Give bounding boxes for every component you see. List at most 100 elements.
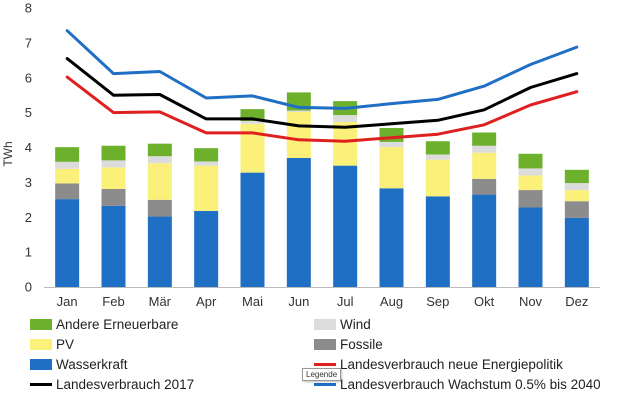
bar-segment-andere-erneuerbare xyxy=(472,132,497,146)
chart: TWh 0 1 2 3 4 5 6 7 8 Jan Feb Mär Apr Mai Jun Jul Aug Se… xyxy=(1,1,600,309)
legend-label: Landesverbrauch neue Energiepolitik xyxy=(340,356,563,372)
bar-segment-wasserkraft xyxy=(379,188,404,287)
x-tick-label: Feb xyxy=(102,294,124,309)
bar-segment-wind xyxy=(194,161,219,166)
bar-segment-wind xyxy=(55,161,80,169)
legend-label: PV xyxy=(56,336,75,352)
bar-segment-wasserkraft xyxy=(194,210,219,287)
bar-segment-pv xyxy=(101,167,126,190)
legend-item-wind: Wind xyxy=(314,316,371,332)
legend-item-neue-energiepolitik: Landesverbrauch neue Energiepolitik xyxy=(314,356,563,372)
bar-segment-wind xyxy=(333,115,358,123)
y-tick-label: 1 xyxy=(25,245,32,260)
x-tick-label: Okt xyxy=(474,294,495,309)
legend-item-2017: Landesverbrauch 2017 xyxy=(30,376,194,392)
y-tick-label: 5 xyxy=(25,105,32,120)
y-tick-label: 6 xyxy=(25,70,32,85)
x-tick-label: Jan xyxy=(57,294,78,309)
bar-segment-wind xyxy=(101,160,126,168)
y-tick-label: 2 xyxy=(25,210,32,225)
y-tick-label: 7 xyxy=(25,35,32,50)
bar-segment-fossile xyxy=(147,199,172,217)
legend-item-fossile: Fossile xyxy=(314,336,383,352)
bar-segment-wasserkraft xyxy=(333,165,358,287)
bar-segment-pv xyxy=(194,165,219,211)
legend-line-swatch xyxy=(314,362,336,366)
bar-segment-wasserkraft xyxy=(286,157,311,287)
legend-line-swatch xyxy=(314,382,336,386)
bar-segment-pv xyxy=(425,159,450,197)
bar-segment-andere-erneuerbare xyxy=(194,148,219,162)
bar-segment-wasserkraft xyxy=(101,205,126,287)
bar-segment-wind xyxy=(518,168,543,176)
x-tick-label: Dez xyxy=(565,294,588,309)
bar-segment-fossile xyxy=(472,178,497,195)
bar-segment-wind xyxy=(147,156,172,164)
series-line-landesverbrauch-neue-energiepolitik xyxy=(65,75,579,143)
bar-segment-pv xyxy=(518,175,543,191)
y-tick-label: 3 xyxy=(25,175,32,190)
bar-segment-pv xyxy=(55,168,80,184)
x-tick-label: Mär xyxy=(149,294,172,309)
bar-segment-wind xyxy=(425,154,450,160)
x-tick-label: Jul xyxy=(337,294,354,309)
legend-item-pv: PV xyxy=(30,336,74,352)
bar-segment-andere-erneuerbare xyxy=(55,147,80,162)
series-line-landesverbrauch-wachstum-0-5-bis-2040 xyxy=(65,29,579,110)
y-tick-label: 0 xyxy=(25,280,32,295)
legend: Andere Erneuerbare Wind PV Fossile Wasse… xyxy=(0,312,624,404)
bar-segment-fossile xyxy=(55,183,80,200)
bar-segment-pv xyxy=(147,163,172,200)
lines xyxy=(65,29,579,143)
bar-segment-pv xyxy=(286,111,311,158)
legend-item-wasserkraft: Wasserkraft xyxy=(30,356,128,372)
x-tick-label: Nov xyxy=(519,294,543,309)
bar-segment-andere-erneuerbare xyxy=(564,169,589,184)
x-tick-label: Aug xyxy=(380,294,403,309)
legend-tooltip: Legende xyxy=(302,368,342,381)
bar-segment-pv xyxy=(472,152,497,179)
bar-segment-fossile xyxy=(101,189,126,206)
legend-label: Landesverbrauch 2017 xyxy=(56,376,195,392)
bar-segment-fossile xyxy=(564,201,589,218)
bar-segment-wasserkraft xyxy=(55,199,80,287)
x-tick-label: Sep xyxy=(426,294,449,309)
bar-segment-andere-erneuerbare xyxy=(425,141,450,155)
x-tick-labels: Jan Feb Mär Apr Mai Jun Jul Aug Sep Okt Nov Dez xyxy=(57,294,589,309)
y-tick-label: 4 xyxy=(25,140,32,155)
y-tick-labels: 0 1 2 3 4 5 6 7 8 xyxy=(25,1,32,295)
bar-segment-wasserkraft xyxy=(518,207,543,287)
legend-item-wachstum: Landesverbrauch Wachstum 0.5% bis 2040 xyxy=(314,376,601,392)
bar-segment-fossile xyxy=(518,190,543,208)
legend-label: Wasserkraft xyxy=(56,356,128,372)
legend-swatch xyxy=(314,338,336,350)
bar-segment-wind xyxy=(286,110,311,112)
series-line-landesverbrauch-2017 xyxy=(65,57,579,129)
legend-label: Landesverbrauch Wachstum 0.5% bis 2040 xyxy=(340,376,601,392)
bar-segment-wasserkraft xyxy=(564,217,589,287)
legend-swatch xyxy=(30,358,52,370)
bar-segment-wasserkraft xyxy=(240,172,265,287)
bar-segment-pv xyxy=(379,147,404,189)
x-tick-label: Apr xyxy=(196,294,217,309)
legend-item-andere-erneuerbare: Andere Erneuerbare xyxy=(30,316,178,332)
bar-segment-wasserkraft xyxy=(425,196,450,287)
bar-segment-pv xyxy=(564,190,589,202)
bar-segment-andere-erneuerbare xyxy=(240,109,265,121)
bar-segment-andere-erneuerbare xyxy=(101,145,126,161)
bar-segment-andere-erneuerbare xyxy=(518,153,543,169)
legend-label: Andere Erneuerbare xyxy=(56,316,179,332)
bar-segment-wind xyxy=(472,145,497,153)
bar-segment-andere-erneuerbare xyxy=(147,143,172,157)
bar-segment-wind xyxy=(240,120,265,124)
bar-segment-pv xyxy=(333,122,358,166)
y-axis-label: TWh xyxy=(1,141,15,166)
bar-segment-wind xyxy=(564,183,589,191)
legend-label: Wind xyxy=(340,316,371,332)
legend-swatch xyxy=(314,318,336,330)
bars xyxy=(55,92,589,287)
y-tick-label: 8 xyxy=(25,1,32,16)
legend-label: Fossile xyxy=(340,336,383,352)
bar-segment-wasserkraft xyxy=(472,194,497,287)
bar-segment-wind xyxy=(379,141,404,148)
